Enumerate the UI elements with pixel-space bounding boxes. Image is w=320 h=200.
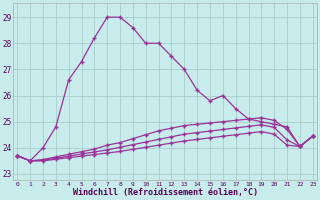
X-axis label: Windchill (Refroidissement éolien,°C): Windchill (Refroidissement éolien,°C) xyxy=(73,188,258,197)
